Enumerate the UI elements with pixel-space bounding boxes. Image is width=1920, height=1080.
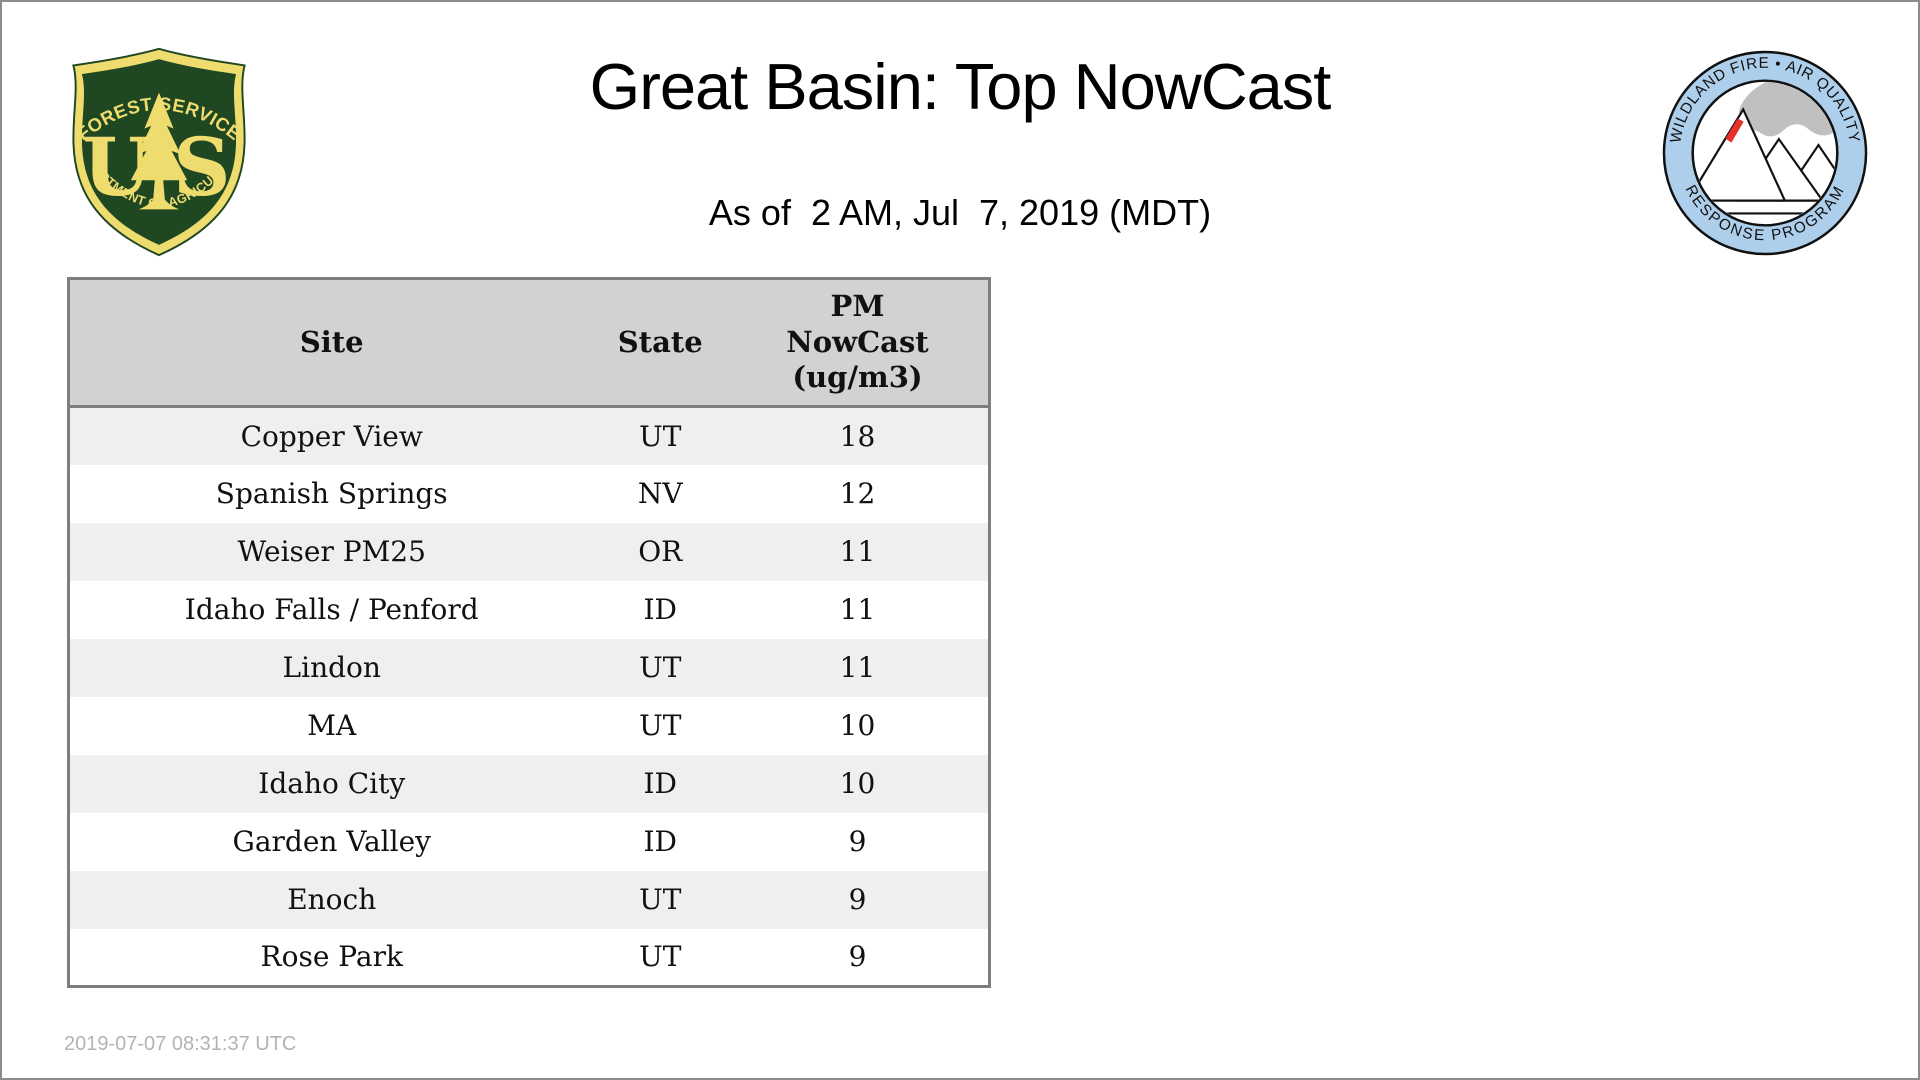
table-row: Spanish Springs NV 12 xyxy=(68,464,990,523)
table-header-row: Site State PM NowCast (ug/m3) xyxy=(68,278,990,408)
pm-cell: 11 xyxy=(839,651,876,684)
table-row: Idaho Falls / Penford ID 11 xyxy=(68,580,990,639)
pm-cell: 9 xyxy=(848,940,867,974)
table-row: Weiser PM25 OR 11 xyxy=(68,522,990,581)
pm-cell: 10 xyxy=(839,709,876,742)
site-cell: Enoch xyxy=(287,883,377,916)
state-cell: ID xyxy=(643,825,677,858)
table-row: Enoch UT 9 xyxy=(68,870,990,929)
table-row: Copper View UT 18 xyxy=(68,406,990,465)
page-subtitle: As of 2 AM, Jul 7, 2019 (MDT) xyxy=(708,192,1212,233)
fire-mark-icon xyxy=(1725,118,1744,143)
state-cell: OR xyxy=(638,535,683,568)
state-cell: UT xyxy=(639,883,682,916)
pm-cell: 11 xyxy=(839,535,876,568)
table-row: Idaho City ID 10 xyxy=(68,754,990,813)
column-header-state: State xyxy=(593,278,727,408)
pm-cell: 9 xyxy=(848,825,867,858)
table-row: Lindon UT 11 xyxy=(68,638,990,697)
site-cell: Garden Valley xyxy=(232,825,431,858)
pm-cell: 18 xyxy=(839,419,876,453)
state-cell: UT xyxy=(639,940,682,974)
letter-s: S xyxy=(173,120,231,214)
pine-tree-icon xyxy=(130,92,188,210)
column-header-pm-nowcast: PM NowCast (ug/m3) xyxy=(727,278,990,408)
site-cell: MA xyxy=(307,709,357,742)
page-title: Great Basin: Top NowCast xyxy=(589,50,1332,123)
pm-cell: 11 xyxy=(839,593,876,626)
wfaqrp-logo: WILDLAND FIRE • AIR QUALITY RESPONSE PRO… xyxy=(1662,50,1868,256)
site-cell: Idaho Falls / Penford xyxy=(184,593,479,626)
column-header-site: Site xyxy=(68,278,594,408)
state-cell: NV xyxy=(637,477,683,510)
table-row: Rose Park UT 9 xyxy=(68,928,990,987)
state-cell: UT xyxy=(639,709,682,742)
table-row: MA UT 10 xyxy=(68,696,990,755)
site-cell: Spanish Springs xyxy=(215,477,448,510)
site-cell: Rose Park xyxy=(260,940,403,974)
state-cell: ID xyxy=(643,767,677,800)
forest-service-logo: FOREST SERVICE DEPARTMENT OF AGRICULTURE… xyxy=(60,44,246,257)
state-cell: UT xyxy=(639,651,682,684)
state-cell: ID xyxy=(643,593,677,626)
pm-cell: 10 xyxy=(839,767,876,800)
nowcast-table: Site State PM NowCast (ug/m3) Copper Vie… xyxy=(67,277,991,988)
site-cell: Lindon xyxy=(282,651,381,684)
generation-timestamp: 2019-07-07 08:31:37 UTC xyxy=(64,1033,297,1055)
site-cell: Weiser PM25 xyxy=(237,535,426,568)
pm-cell: 9 xyxy=(848,883,867,916)
table-row: Garden Valley ID 9 xyxy=(68,812,990,871)
site-cell: Idaho City xyxy=(258,767,406,800)
pm-cell: 12 xyxy=(839,477,876,510)
state-cell: UT xyxy=(639,419,682,453)
site-cell: Copper View xyxy=(240,419,423,453)
